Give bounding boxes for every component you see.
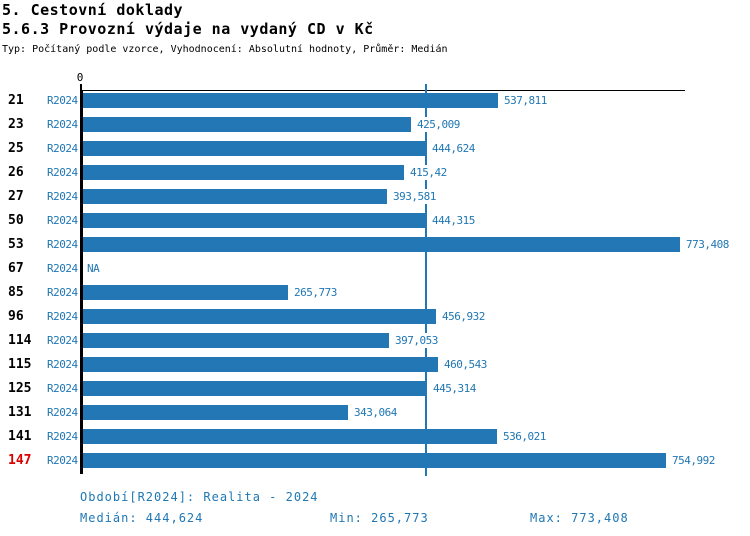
chart-row: 131 R2024 343,064 — [0, 405, 750, 420]
value-label: 536,021 — [501, 429, 548, 444]
row-period-label: R2024 — [47, 118, 78, 131]
row-period-label: R2024 — [47, 142, 78, 155]
row-id-label: 141 — [8, 429, 32, 444]
row-id-label: 25 — [8, 141, 24, 156]
value-bar — [83, 141, 426, 156]
value-label: 445,314 — [431, 381, 478, 396]
row-period-label: R2024 — [47, 406, 78, 419]
value-label: 265,773 — [292, 285, 339, 300]
chart-row: 67 R2024 NA — [0, 261, 750, 276]
row-id-label: 85 — [8, 285, 24, 300]
value-bar — [83, 285, 288, 300]
footer-min-label: Min: 265,773 — [330, 511, 429, 525]
row-period-label: R2024 — [47, 430, 78, 443]
value-label: 425,009 — [415, 117, 462, 132]
x-axis-line — [80, 90, 685, 91]
chart-row: 141 R2024 536,021 — [0, 429, 750, 444]
row-id-label: 23 — [8, 117, 24, 132]
footer-median-label: Medián: 444,624 — [80, 511, 204, 525]
chart-row: 85 R2024 265,773 — [0, 285, 750, 300]
row-id-label: 125 — [8, 381, 32, 396]
median-line — [425, 84, 427, 476]
y-axis-line — [80, 90, 83, 474]
chart-row: 27 R2024 393,581 — [0, 189, 750, 204]
row-id-label: 27 — [8, 189, 24, 204]
value-label: 773,408 — [684, 237, 731, 252]
chart-row: 25 R2024 444,624 — [0, 141, 750, 156]
row-id-label: 131 — [8, 405, 32, 420]
axis-zero-tick — [80, 84, 82, 90]
row-period-label: R2024 — [47, 238, 78, 251]
row-id-label: 96 — [8, 309, 24, 324]
value-label: 415,42 — [408, 165, 449, 180]
value-bar — [83, 237, 680, 252]
value-bar — [83, 429, 497, 444]
value-bar — [83, 357, 438, 372]
row-period-label: R2024 — [47, 166, 78, 179]
row-id-label: 67 — [8, 261, 24, 276]
chart-row: 50 R2024 444,315 — [0, 213, 750, 228]
value-label: 444,624 — [430, 141, 477, 156]
row-id-label: 21 — [8, 93, 24, 108]
value-label: 393,581 — [391, 189, 438, 204]
row-id-label: 114 — [8, 333, 32, 348]
value-label: 444,315 — [430, 213, 477, 228]
chart-row: 114 R2024 397,053 — [0, 333, 750, 348]
footer-max-label: Max: 773,408 — [530, 511, 629, 525]
chart-row: 115 R2024 460,543 — [0, 357, 750, 372]
chart-title: 5.6.3 Provozní výdaje na vydaný CD v Kč — [2, 20, 374, 38]
value-bar — [83, 405, 348, 420]
value-bar — [83, 165, 404, 180]
footer-period-label: Období[R2024]: Realita - 2024 — [80, 490, 319, 504]
chart-row: 26 R2024 415,42 — [0, 165, 750, 180]
row-id-label: 147 — [8, 453, 32, 468]
row-period-label: R2024 — [47, 310, 78, 323]
chart-row: 147 R2024 754,992 — [0, 453, 750, 468]
value-label: 754,992 — [670, 453, 717, 468]
chart-row: 96 R2024 456,932 — [0, 309, 750, 324]
row-period-label: R2024 — [47, 334, 78, 347]
value-label: NA — [85, 261, 102, 276]
chart-meta-line: Typ: Počítaný podle vzorce, Vyhodnocení:… — [2, 44, 448, 55]
row-period-label: R2024 — [47, 262, 78, 275]
chart-row: 23 R2024 425,009 — [0, 117, 750, 132]
value-bar — [83, 453, 666, 468]
row-period-label: R2024 — [47, 358, 78, 371]
report-section-title: 5. Cestovní doklady — [2, 1, 184, 19]
value-label: 456,932 — [440, 309, 487, 324]
value-label: 397,053 — [393, 333, 440, 348]
value-bar — [83, 117, 411, 132]
row-id-label: 50 — [8, 213, 24, 228]
row-id-label: 115 — [8, 357, 32, 372]
row-period-label: R2024 — [47, 190, 78, 203]
value-bar — [83, 93, 498, 108]
value-bar — [83, 333, 389, 348]
chart-row: 21 R2024 537,811 — [0, 93, 750, 108]
value-bar — [83, 309, 436, 324]
chart-row: 125 R2024 445,314 — [0, 381, 750, 396]
value-label: 343,064 — [352, 405, 399, 420]
chart-row: 53 R2024 773,408 — [0, 237, 750, 252]
value-bar — [83, 381, 427, 396]
row-period-label: R2024 — [47, 454, 78, 467]
row-period-label: R2024 — [47, 94, 78, 107]
axis-zero-label: 0 — [76, 71, 84, 84]
value-label: 460,543 — [442, 357, 489, 372]
row-period-label: R2024 — [47, 382, 78, 395]
row-id-label: 53 — [8, 237, 24, 252]
value-bar — [83, 189, 387, 204]
row-period-label: R2024 — [47, 286, 78, 299]
value-label: 537,811 — [502, 93, 549, 108]
value-bar — [83, 213, 426, 228]
row-id-label: 26 — [8, 165, 24, 180]
row-period-label: R2024 — [47, 214, 78, 227]
